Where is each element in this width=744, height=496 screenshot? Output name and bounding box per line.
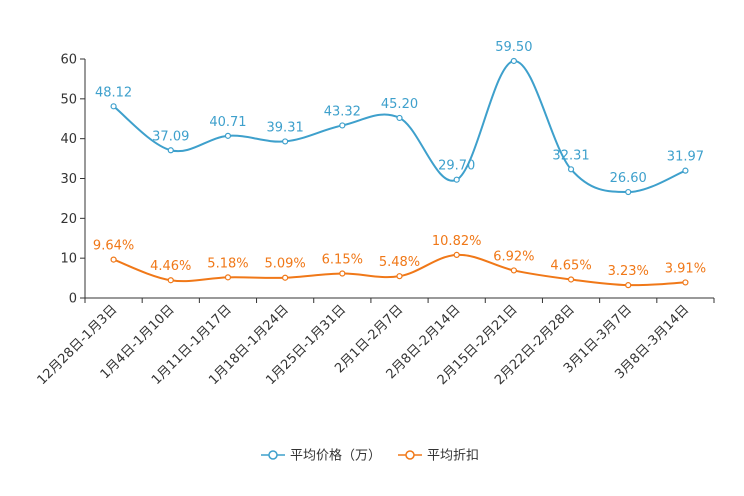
chart-axes: 010203040506012月28日-1月3日1月4日-1月10日1月11日-… <box>35 53 715 388</box>
y-tick-label: 50 <box>60 92 77 107</box>
data-point <box>682 279 689 286</box>
data-label: 39.31 <box>267 120 304 135</box>
data-label: 26.60 <box>610 171 647 186</box>
data-point <box>510 267 517 274</box>
chart-series <box>110 57 689 289</box>
data-label: 31.97 <box>667 150 704 165</box>
data-point <box>453 251 460 259</box>
data-label: 9.64% <box>93 239 134 254</box>
legend-marker <box>405 450 415 460</box>
y-tick-label: 10 <box>60 252 77 267</box>
data-point <box>396 114 403 122</box>
data-point <box>625 188 632 196</box>
data-point <box>224 132 232 139</box>
data-label: 6.15% <box>322 253 363 268</box>
data-label: 45.20 <box>381 97 418 112</box>
data-label: 40.71 <box>209 115 246 130</box>
legend-label: 平均折扣 <box>427 449 479 464</box>
data-label: 3.91% <box>665 261 706 276</box>
data-label: 59.50 <box>495 40 532 55</box>
data-point <box>567 166 575 173</box>
y-tick-label: 0 <box>69 292 77 307</box>
chart-legend[interactable]: 平均价格（万） 平均折扣 <box>261 448 479 464</box>
data-point <box>510 57 517 65</box>
data-point <box>110 256 117 263</box>
series-line-0 <box>112 59 686 194</box>
data-point <box>339 122 346 129</box>
legend-label: 平均价格（万） <box>290 448 381 464</box>
legend-marker <box>268 450 278 460</box>
y-tick-label: 40 <box>60 132 77 147</box>
y-tick-label: 60 <box>60 53 77 68</box>
data-label: 5.48% <box>379 255 420 270</box>
data-label: 4.46% <box>150 259 191 274</box>
data-point <box>110 103 117 110</box>
data-label: 29.70 <box>438 159 475 174</box>
data-point <box>167 147 174 154</box>
data-point <box>282 274 289 281</box>
data-point <box>282 138 289 145</box>
data-label: 5.09% <box>264 257 305 272</box>
y-tick-label: 30 <box>60 172 77 187</box>
data-point <box>567 276 575 283</box>
data-label: 3.23% <box>608 264 649 279</box>
data-label: 5.18% <box>207 256 248 271</box>
legend-item-1[interactable]: 平均折扣 <box>398 449 479 464</box>
data-point <box>625 282 632 289</box>
data-point <box>167 277 174 284</box>
y-tick-label: 20 <box>60 212 77 227</box>
chart-data-labels: 48.12 37.09 40.71 39.31 43.32 45.20 29.70 59.50… <box>93 40 706 279</box>
data-label: 43.32 <box>324 104 361 119</box>
data-label: 6.92% <box>493 249 534 264</box>
data-point <box>682 167 689 174</box>
data-point <box>453 176 460 183</box>
data-label: 48.12 <box>95 85 132 100</box>
data-point <box>339 270 346 277</box>
data-point <box>224 274 232 281</box>
data-label: 10.82% <box>432 234 482 249</box>
data-point <box>396 273 403 280</box>
data-label: 32.31 <box>552 148 589 163</box>
data-label: 37.09 <box>152 129 189 144</box>
data-label: 4.65% <box>550 258 591 273</box>
legend-item-0[interactable]: 平均价格（万） <box>261 448 381 464</box>
